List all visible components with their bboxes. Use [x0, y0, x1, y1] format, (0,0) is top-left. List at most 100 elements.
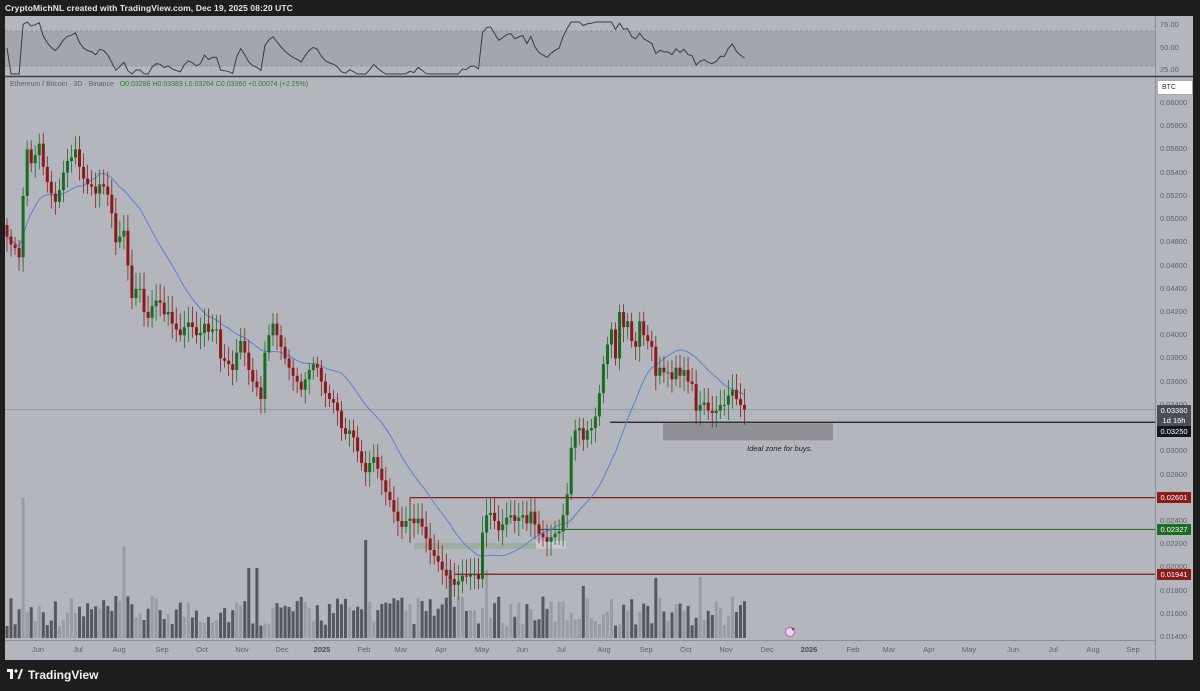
volume-bar: [291, 611, 295, 638]
volume-bar: [501, 622, 505, 638]
price-tick: 0.05200: [1160, 190, 1188, 200]
volume-bar: [49, 620, 53, 638]
volume-bar: [577, 619, 581, 638]
candle-down: [106, 186, 110, 195]
candle-down: [86, 178, 90, 185]
moving-average-line: [6, 172, 745, 557]
currency-selector[interactable]: BTC: [1157, 80, 1193, 95]
rsi-tick-25: 25.00: [1160, 65, 1179, 74]
volume-bar: [57, 625, 61, 638]
candle-down: [650, 341, 654, 347]
candle-up: [521, 515, 525, 518]
volume-bar: [585, 598, 589, 638]
volume-bar: [380, 603, 384, 638]
volume-bar: [303, 601, 307, 638]
candle-down: [275, 323, 279, 336]
time-tick: Sep: [1126, 645, 1140, 654]
time-tick: Nov: [719, 645, 733, 654]
volume-bar: [610, 598, 613, 638]
volume-bar: [581, 586, 585, 638]
volume-bar: [690, 625, 694, 638]
candle-up: [271, 323, 275, 336]
volume-bar: [275, 603, 279, 638]
volume-bar: [53, 601, 57, 638]
price-tick: 0.03600: [1160, 376, 1188, 386]
candle-up: [549, 537, 553, 542]
candle-up: [557, 531, 561, 534]
volume-bar: [356, 606, 360, 638]
volume-bar: [460, 596, 464, 638]
price-axis[interactable]: [1155, 16, 1194, 660]
volume-bar: [525, 604, 529, 638]
volume-bar: [368, 601, 372, 638]
candle-down: [82, 166, 86, 179]
time-tick: Mar: [394, 645, 408, 654]
volume-bar: [263, 623, 267, 638]
candle-down: [231, 364, 235, 370]
candle-up: [573, 430, 577, 448]
time-tick: Jul: [1048, 645, 1058, 654]
candle-up: [469, 574, 472, 577]
volume-bar: [259, 625, 263, 638]
volume-bar: [706, 610, 710, 638]
volume-bar: [718, 607, 722, 638]
volume-bar: [211, 622, 214, 638]
volume-bar: [86, 603, 90, 638]
candle-up: [517, 517, 521, 521]
buy-zone: [663, 423, 833, 441]
volume-bar: [650, 623, 654, 638]
candle-down: [477, 574, 480, 579]
candle-down: [158, 300, 162, 303]
candle-down: [493, 512, 497, 521]
candle-down: [315, 364, 319, 368]
time-tick: Apr: [923, 645, 935, 654]
candle-down: [436, 555, 440, 562]
candle-down: [90, 184, 94, 187]
volume-bar: [331, 613, 335, 638]
ohlc-values: O0.03286 H0.03383 L0.03264 C0.03360 +0.0…: [119, 81, 309, 88]
candle-down: [352, 430, 356, 438]
candle-up: [460, 575, 464, 582]
volume-bar: [271, 608, 275, 638]
time-tick: Feb: [846, 645, 860, 654]
candle-down: [384, 480, 388, 492]
candle-down: [396, 511, 400, 521]
volume-bar: [481, 608, 484, 638]
candle-up: [33, 155, 37, 164]
candle-down: [497, 521, 501, 531]
candle-down: [678, 367, 682, 376]
candle-up: [138, 288, 142, 290]
volume-bar: [412, 624, 416, 638]
price-tick: 0.05600: [1160, 144, 1188, 154]
candle-down: [654, 346, 658, 376]
candle-down: [94, 186, 98, 194]
candle-up: [509, 515, 513, 518]
candle-up: [303, 379, 307, 390]
time-tick: Jun: [31, 645, 45, 654]
candle-up: [211, 329, 214, 332]
volume-bar: [469, 609, 472, 638]
volume-bar: [541, 596, 545, 638]
time-tick: Jun: [1006, 645, 1020, 654]
candle-down: [319, 367, 323, 382]
candle-down: [420, 518, 424, 527]
time-tick: Nov: [235, 645, 249, 654]
volume-bar: [267, 623, 271, 638]
candle-up: [70, 157, 73, 162]
volume-bar: [142, 620, 146, 638]
candle-up: [606, 344, 609, 365]
candle-up: [307, 370, 311, 380]
volume-bar: [138, 613, 142, 638]
time-tick: 2025: [313, 645, 331, 654]
volume-bar: [473, 610, 476, 638]
volume-bar: [102, 600, 106, 638]
candle-down: [424, 526, 428, 539]
volume-bar: [186, 602, 190, 638]
volume-bar: [694, 617, 698, 638]
volume-bar: [315, 605, 319, 638]
volume-bar: [190, 617, 194, 638]
volume-bar: [279, 607, 283, 638]
volume-bar: [666, 620, 670, 638]
rsi-tick-50: 50.00: [1160, 43, 1179, 52]
